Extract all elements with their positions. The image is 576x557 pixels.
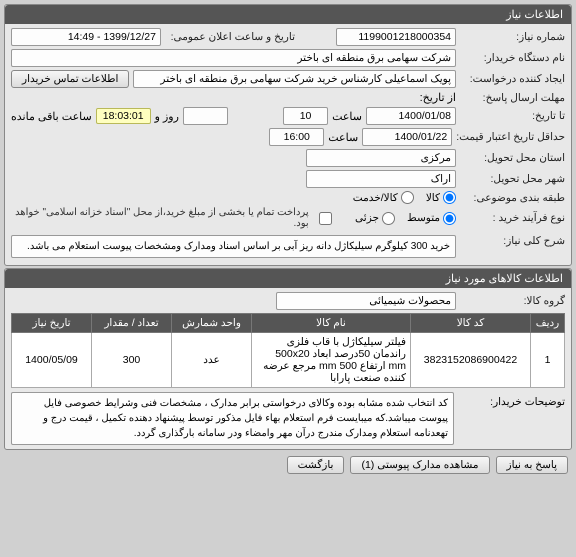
label-province: استان محل تحویل: xyxy=(460,152,565,164)
price-valid-date-field[interactable] xyxy=(362,128,452,146)
label-city: شهر محل تحویل: xyxy=(460,173,565,185)
label-need-no: شماره نیاز: xyxy=(460,31,565,43)
announce-date-field[interactable] xyxy=(11,28,161,46)
cell-code: 3823152086900422 xyxy=(411,333,531,388)
label-creator: ایجاد کننده درخواست: xyxy=(460,73,565,85)
label-item-group: گروه کالا: xyxy=(460,295,565,307)
city-field[interactable] xyxy=(306,170,456,188)
table-row[interactable]: 1 3823152086900422 فیلتر سیلیکاژل با قاب… xyxy=(12,333,565,388)
checkbox-paynote-label[interactable]: پرداخت تمام یا بخشی از مبلغ خرید،از محل … xyxy=(11,207,332,229)
items-body: گروه کالا: ردیف کد کالا نام کالا واحد شم… xyxy=(5,288,571,449)
radio-goods-label[interactable]: کالا xyxy=(426,191,456,204)
price-valid-time-field[interactable] xyxy=(269,128,324,146)
need-info-panel: اطلاعات نیاز شماره نیاز: تاریخ و ساعت اع… xyxy=(4,4,572,266)
label-packaging: طبقه بندی موضوعی: xyxy=(460,192,565,204)
label-hour-2: ساعت xyxy=(328,131,358,144)
th-row: ردیف xyxy=(531,314,565,333)
view-attachments-button[interactable]: مشاهده مدارک پیوستی (1) xyxy=(350,456,489,474)
need-info-body: شماره نیاز: تاریخ و ساعت اعلان عمومی: نا… xyxy=(5,24,571,265)
need-info-header: اطلاعات نیاز xyxy=(5,5,571,24)
checkbox-paynote[interactable] xyxy=(319,212,332,225)
cell-idx: 1 xyxy=(531,333,565,388)
th-name: نام کالا xyxy=(252,314,411,333)
cell-name: فیلتر سیلیکاژل با قاب فلزی راندمان 50درص… xyxy=(252,333,411,388)
label-announce-date: تاریخ و ساعت اعلان عمومی: xyxy=(165,31,295,43)
province-field[interactable] xyxy=(306,149,456,167)
label-hour-1: ساعت xyxy=(332,110,362,123)
timer-box: 18:03:01 xyxy=(96,108,151,124)
th-unit: واحد شمارش xyxy=(172,314,252,333)
label-price-validity: حداقل تاریخ اعتبار قیمت: xyxy=(456,131,565,143)
th-code: کد کالا xyxy=(411,314,531,333)
th-qty: تعداد / مقدار xyxy=(92,314,172,333)
purchase-type-radio-group: متوسط جزئی xyxy=(355,212,456,225)
paynote-text: پرداخت تمام یا بخشی از مبلغ خرید،از محل … xyxy=(11,207,309,229)
items-header: اطلاعات کالاهای مورد نیاز xyxy=(5,269,571,288)
th-date: تاریخ نیاز xyxy=(12,314,92,333)
table-header-row: ردیف کد کالا نام کالا واحد شمارش تعداد /… xyxy=(12,314,565,333)
radio-small-label[interactable]: جزئی xyxy=(355,212,395,225)
label-answer-deadline: مهلت ارسال پاسخ: xyxy=(460,92,565,104)
item-group-field[interactable] xyxy=(276,292,456,310)
general-desc-field: خرید 300 کیلوگرم سیلیکاژل دانه ریز آبی ب… xyxy=(11,235,456,258)
answer-time-field[interactable] xyxy=(283,107,328,125)
bottom-toolbar: پاسخ به نیاز مشاهده مدارک پیوستی (1) باز… xyxy=(4,452,572,478)
radio-service[interactable] xyxy=(401,191,414,204)
label-buyer-notes: توضیحات خریدار: xyxy=(460,392,565,445)
cell-unit: عدد xyxy=(172,333,252,388)
reply-button[interactable]: پاسخ به نیاز xyxy=(496,456,568,474)
cell-qty: 300 xyxy=(92,333,172,388)
days-remaining-field xyxy=(183,107,228,125)
label-purchase-type: نوع فرآیند خرید : xyxy=(460,212,565,224)
radio-goods[interactable] xyxy=(443,191,456,204)
items-panel: اطلاعات کالاهای مورد نیاز گروه کالا: ردی… xyxy=(4,268,572,450)
packaging-radio-group: کالا کالا/خدمت xyxy=(353,191,456,204)
label-from-date: از تاریخ: xyxy=(420,91,456,104)
radio-small[interactable] xyxy=(382,212,395,225)
cell-date: 1400/05/09 xyxy=(12,333,92,388)
creator-field[interactable] xyxy=(133,70,456,88)
label-remaining: ساعت باقی مانده xyxy=(11,110,92,123)
label-general-desc: شرح کلی نیاز: xyxy=(460,235,565,247)
radio-service-label[interactable]: کالا/خدمت xyxy=(353,191,414,204)
radio-mid[interactable] xyxy=(443,212,456,225)
items-table: ردیف کد کالا نام کالا واحد شمارش تعداد /… xyxy=(11,313,565,388)
buyer-org-field[interactable] xyxy=(11,49,456,67)
label-to-date: تا تاریخ: xyxy=(460,110,565,122)
radio-mid-label[interactable]: متوسط xyxy=(407,212,456,225)
label-buyer-org: نام دستگاه خریدار: xyxy=(460,52,565,64)
back-button[interactable]: بازگشت xyxy=(287,456,345,474)
buyer-notes-field: کد انتخاب شده مشابه بوده وکالای درخواستی… xyxy=(11,392,454,445)
need-no-field[interactable] xyxy=(336,28,456,46)
label-day-and: روز و xyxy=(155,110,179,123)
contact-buyer-button[interactable]: اطلاعات تماس خریدار xyxy=(11,70,129,88)
answer-date-field[interactable] xyxy=(366,107,456,125)
